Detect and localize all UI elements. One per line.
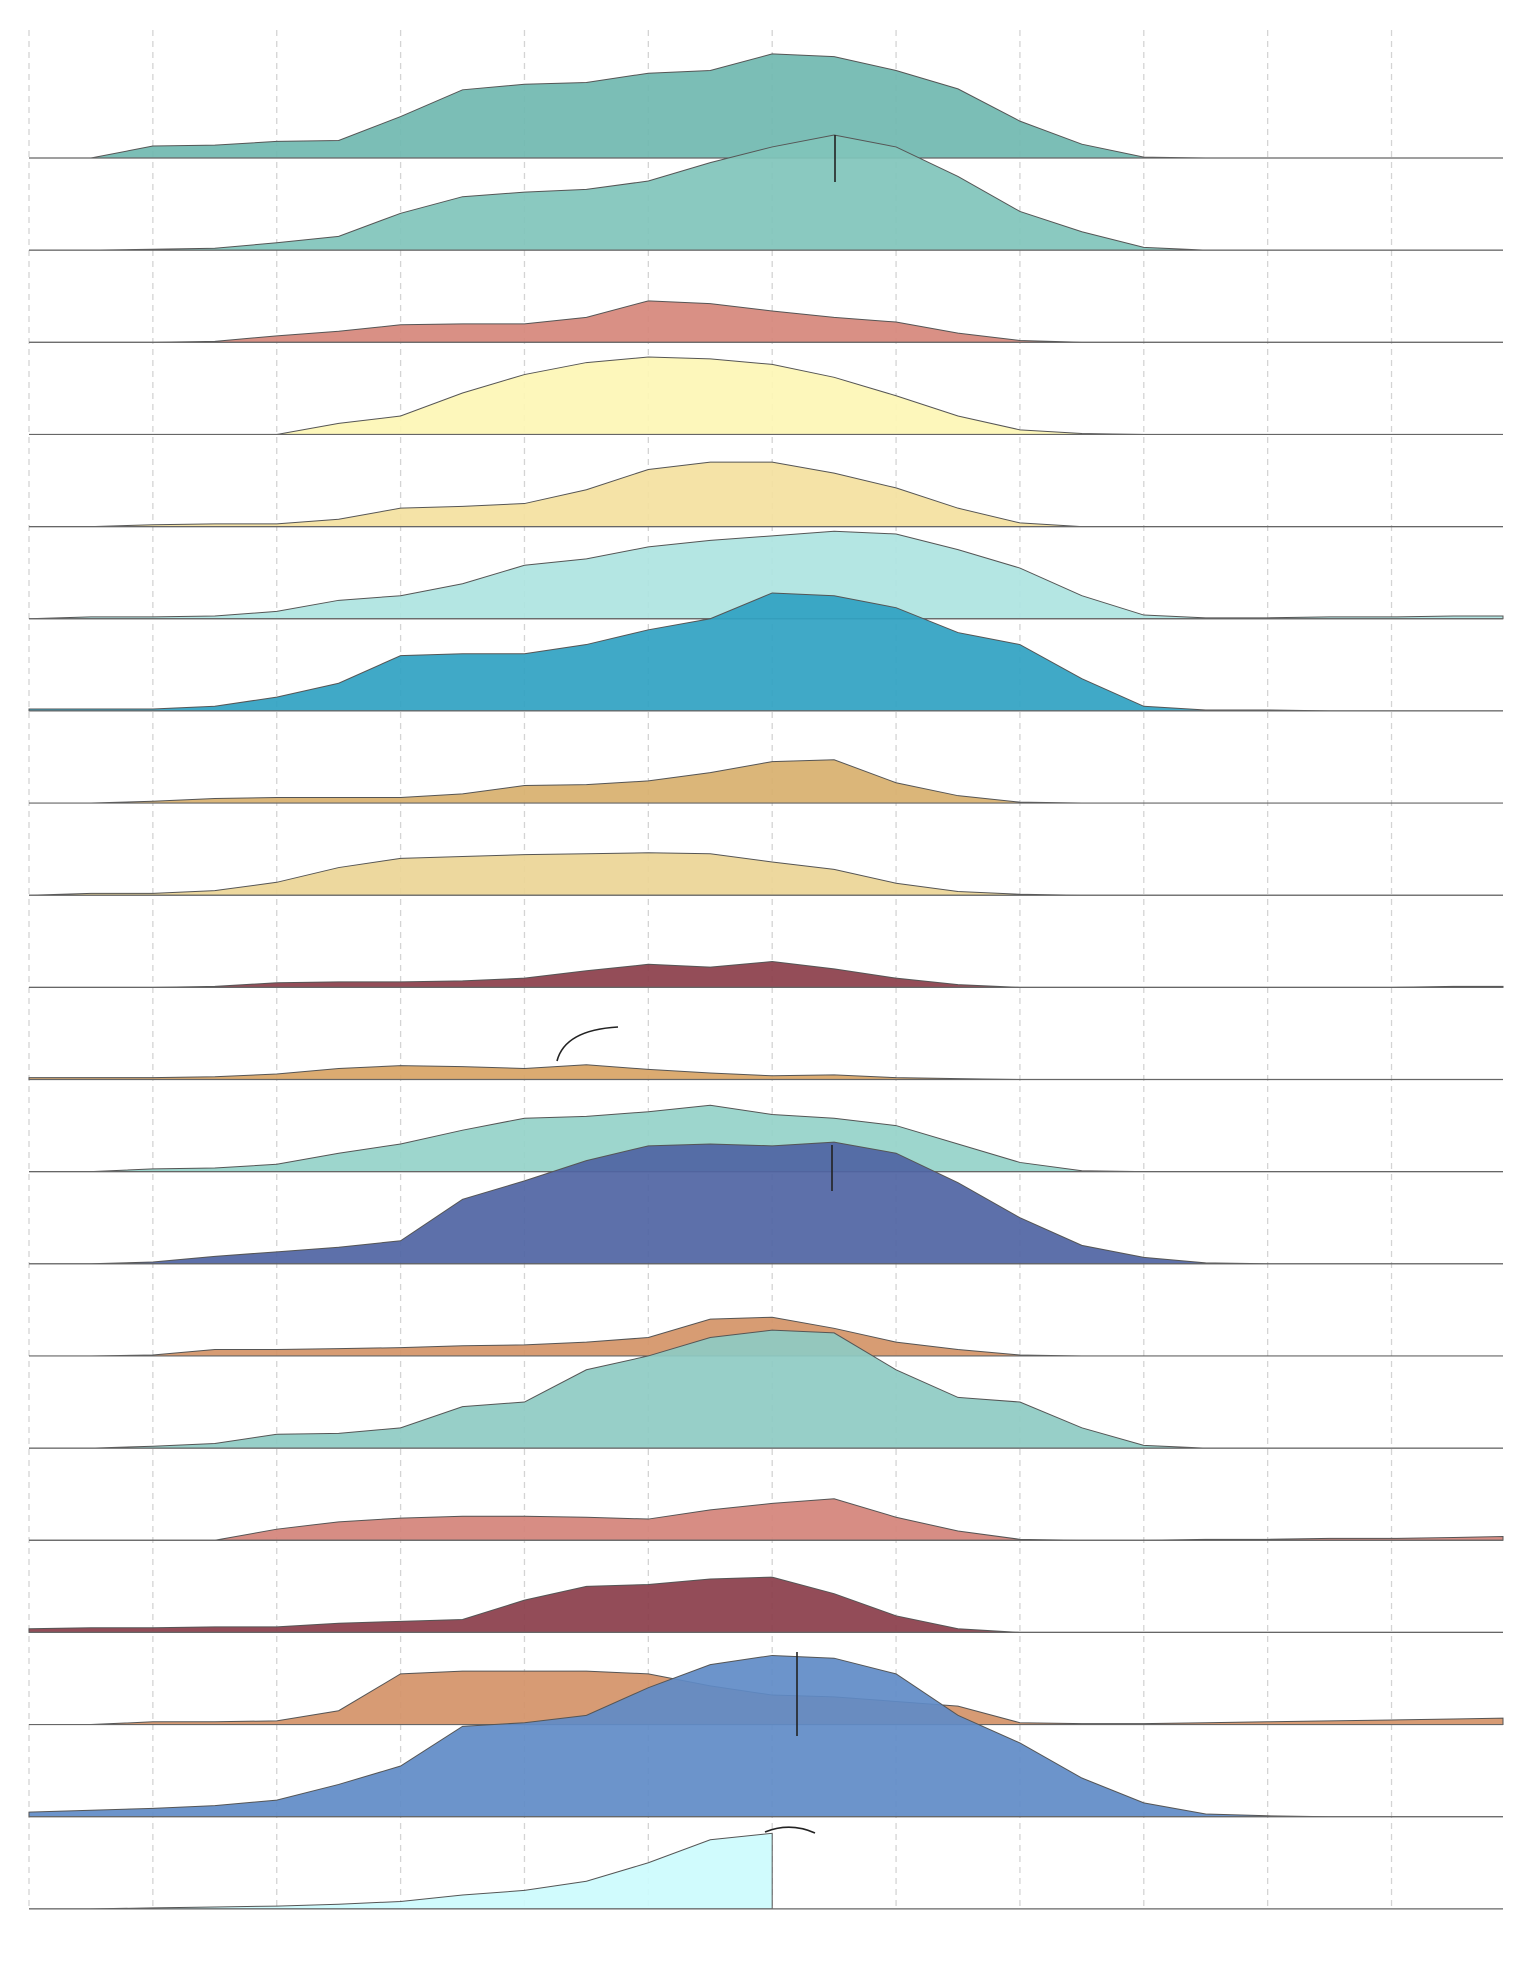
ridge-area [28,530,1504,620]
ridge-area [29,461,1503,528]
ridge-area [29,1832,773,1910]
annotations [556,135,836,1834]
marker-arc [556,1026,619,1062]
ridge-area [29,300,1503,343]
ridge-area [29,961,1504,988]
ridge-area [28,1576,1503,1633]
ridge-area [29,356,1503,435]
ridge-area [28,1654,1503,1818]
ridge-area [29,1498,1504,1541]
ridge-area [29,759,1503,804]
ridges [28,53,1504,1910]
ridge-area [29,53,1503,159]
ridge-area [29,1329,1503,1449]
ridge-area [28,1064,1503,1080]
ridge-area [29,1141,1503,1265]
ridge-area [28,852,1503,896]
ridge-area [28,592,1503,712]
marker-arc [764,1826,816,1834]
